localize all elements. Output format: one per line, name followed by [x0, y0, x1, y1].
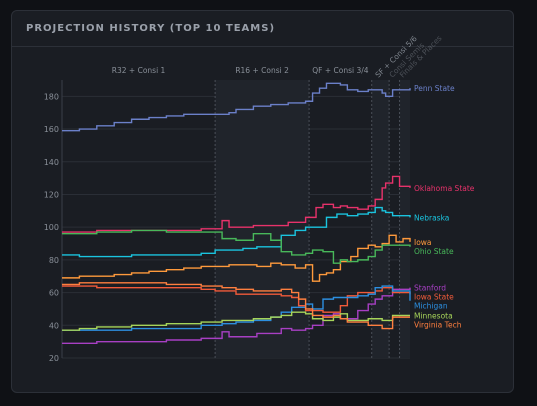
y-tick-label: 100 [44, 223, 59, 232]
series-label: Oklahoma State [414, 184, 475, 193]
y-tick-label: 160 [44, 125, 59, 134]
phase-label: R16 + Consi 2 [235, 66, 289, 75]
phase-label: R32 + Consi 1 [112, 66, 166, 75]
panel-title: PROJECTION HISTORY (TOP 10 TEAMS) [12, 11, 513, 47]
series-label: Michigan [414, 302, 448, 311]
series-label: Minnesota [414, 311, 453, 320]
series-line-ohio-state [62, 229, 411, 264]
series-label: Nebraska [414, 213, 449, 222]
y-tick-label: 60 [49, 289, 59, 298]
series-line-iowa [62, 234, 411, 282]
series-label: Penn State [414, 84, 455, 93]
series-label: Stanford [414, 284, 446, 293]
phase-label: QF + Consi 3/4 [312, 66, 369, 75]
y-tick-label: 40 [49, 321, 59, 330]
series-end-labels: Penn State Oklahoma State Nebraska IowaOhio… [414, 84, 475, 329]
y-tick-label: 80 [49, 256, 59, 265]
series-line-oklahoma-state [62, 175, 411, 233]
series-label: Ohio State [414, 247, 454, 256]
series-label: Virginia Tech [414, 320, 462, 329]
phase-band [215, 80, 310, 358]
series-label: Iowa State [414, 293, 454, 302]
series-line-virginia-tech [62, 282, 410, 330]
phase-band [399, 80, 410, 358]
series-line-minnesota [62, 311, 410, 331]
y-tick-label: 140 [44, 158, 59, 167]
phase-bands: R32 + Consi 1 R16 + Consi 2 QF + Consi 3/4… [112, 34, 444, 358]
series-label: Iowa [414, 238, 432, 247]
series-line-nebraska [62, 206, 411, 258]
y-tick-label: 180 [44, 92, 59, 101]
y-tick-label: 20 [49, 354, 59, 363]
y-tick-label: 120 [44, 190, 59, 199]
series-lines [62, 82, 411, 344]
phase-band [371, 80, 390, 358]
y-axis-ticks: 20 40 60 80 100 120 140 160 180 [44, 92, 59, 363]
series-line-stanford [62, 287, 411, 344]
series-line-penn-state [62, 82, 411, 132]
